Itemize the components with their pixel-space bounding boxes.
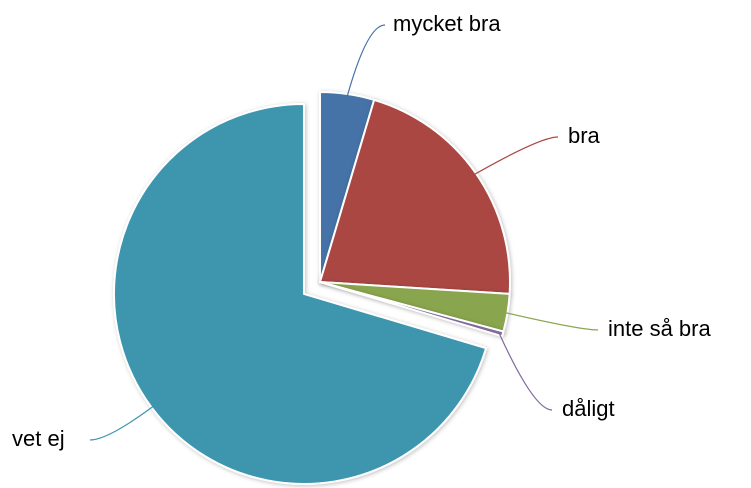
pie-slice: [319, 281, 505, 338]
slice-label: dåligt: [562, 396, 615, 421]
slice-label: mycket bra: [393, 11, 501, 36]
slice-label: bra: [568, 123, 601, 148]
pie: [112, 91, 511, 485]
labels: mycket bra bra inte så bra dåligt vet ej: [12, 11, 711, 451]
leader-line: [503, 311, 599, 331]
leader-line: [498, 332, 553, 411]
leader-line: [89, 404, 156, 441]
leader-line: [472, 136, 559, 177]
slice-label: vet ej: [12, 426, 65, 451]
slice-label: inte så bra: [608, 316, 711, 341]
leader-line: [346, 24, 386, 99]
